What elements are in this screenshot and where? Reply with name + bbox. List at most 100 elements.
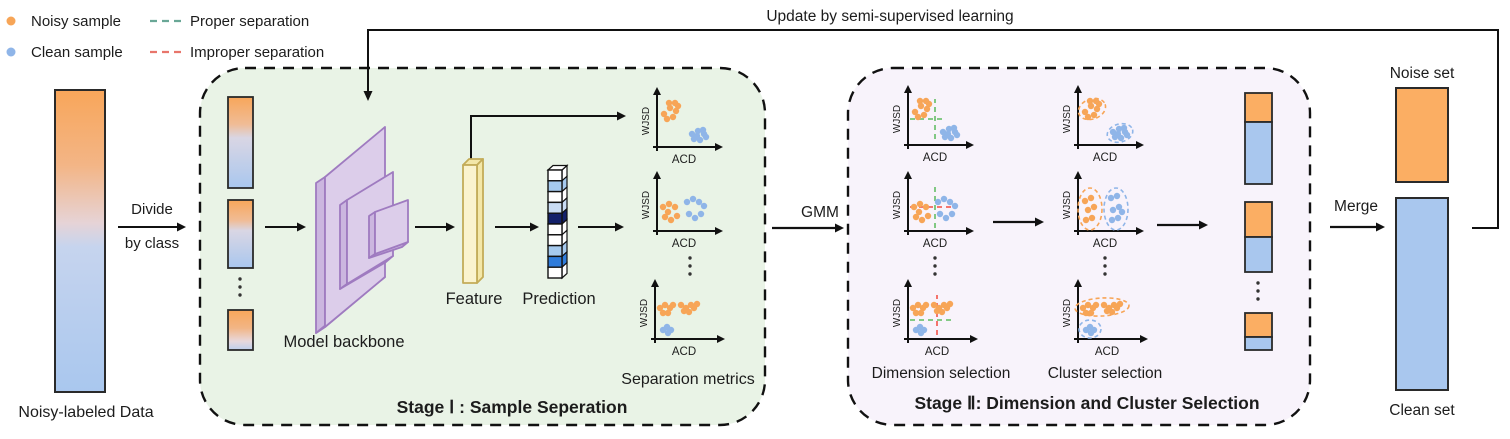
noisy-dot <box>946 300 954 308</box>
noisy-dot <box>669 301 677 309</box>
noisy-dot <box>1079 304 1087 312</box>
y-axis-label: WJSD <box>892 299 903 327</box>
selected-set-bars <box>1244 92 1273 351</box>
noisy-dot <box>1093 105 1101 113</box>
y-axis-label: WJSD <box>892 105 903 133</box>
noisy-dot <box>660 110 668 118</box>
plot-s2-dim-row1: WJSD ACD <box>892 85 974 164</box>
legend-noisy-label: Noisy sample <box>31 13 121 30</box>
x-axis-arrowhead-icon <box>970 335 978 343</box>
x-axis-label: ACD <box>672 346 696 358</box>
divide-label-1: Divide <box>131 201 173 218</box>
x-axis-label: ACD <box>672 238 696 250</box>
noisy-dot <box>1081 197 1089 205</box>
y-axis-label: WJSD <box>641 107 652 135</box>
clean-dot <box>1114 130 1122 138</box>
noisy-dot <box>661 213 669 221</box>
clean-dot <box>689 195 697 203</box>
clean-dot <box>945 125 953 133</box>
arrowhead-icon <box>1199 220 1208 230</box>
clean-dot <box>688 130 696 138</box>
y-axis-label: WJSD <box>1062 105 1073 133</box>
set-bars-ellipsis-icon <box>1256 281 1260 301</box>
legend-improper-label: Improper separation <box>190 44 324 61</box>
noisy-dot <box>665 200 673 208</box>
legend-clean-label: Clean sample <box>31 44 123 61</box>
clean-dot <box>700 202 708 210</box>
clean-dot <box>691 214 699 222</box>
noisy-dot <box>1090 203 1098 211</box>
input-data: Noisy-labeled Data Divide by class <box>18 89 186 421</box>
noisy-dot <box>922 97 930 105</box>
noisy-dot <box>663 115 671 123</box>
clean-dot <box>664 329 672 337</box>
clean-dot <box>1107 194 1115 202</box>
noisy-dot <box>659 309 667 317</box>
noise-set-label: Noise set <box>1390 65 1455 82</box>
noisy-dot <box>1084 301 1092 309</box>
noisy-dot <box>1084 206 1092 214</box>
x-axis-label: ACD <box>925 346 949 358</box>
separation-metrics-label: Separation metrics <box>621 371 754 388</box>
class-bar-3 <box>227 309 254 351</box>
legend: Noisy sample Clean sample Proper separat… <box>6 13 324 61</box>
class-bar-2 <box>227 199 254 269</box>
clean-set-bar <box>1395 197 1449 391</box>
arrowhead-icon <box>1035 217 1044 227</box>
y-axis-arrowhead-icon <box>904 171 912 179</box>
y-axis-arrowhead-icon <box>904 85 912 93</box>
noisy-dot <box>917 102 925 110</box>
noisy-dot <box>1092 97 1100 105</box>
backbone-plate1-side <box>315 176 326 334</box>
merge-transition: Merge <box>1330 198 1385 232</box>
x-axis-arrowhead-icon <box>715 143 723 151</box>
prediction-cell <box>547 266 563 279</box>
noisy-dot <box>933 307 941 315</box>
noisy-dot <box>912 309 920 317</box>
noisy-sample-dot-icon <box>6 16 16 26</box>
noisy-dot <box>930 301 938 309</box>
noisy-dot <box>920 111 928 119</box>
plot-s2-cluster-row3: WJSD ACD <box>1062 279 1148 358</box>
arrowhead-icon <box>446 222 455 232</box>
prediction-cell <box>547 234 563 247</box>
feedback-label: Update by semi-supervised learning <box>766 8 1013 25</box>
output-sets: Noise set Clean set <box>1389 65 1455 419</box>
legend-proper-label: Proper separation <box>190 13 309 30</box>
arrowhead-icon <box>530 222 539 232</box>
set-bar2-noise <box>1244 201 1273 238</box>
clean-dot <box>934 198 942 206</box>
feature-bar <box>462 158 484 284</box>
merge-label: Merge <box>1334 198 1378 215</box>
backbone-plate2-side <box>339 199 348 290</box>
model-backbone <box>315 126 409 334</box>
noisy-dot <box>1087 102 1095 110</box>
plot-s2-cluster-row2: WJSD ACD <box>1062 171 1144 250</box>
plot-s2-cluster-row1: WJSD ACD <box>1062 85 1144 164</box>
stage2-arrows <box>993 217 1208 230</box>
x-axis-label: ACD <box>1093 238 1117 250</box>
noisy-dot <box>922 301 930 309</box>
clean-dot <box>1118 208 1126 216</box>
clean-dot <box>939 128 947 136</box>
clean-dot <box>1123 131 1131 139</box>
clean-dot <box>693 132 701 140</box>
gmm-label: GMM <box>801 204 839 221</box>
clean-dot <box>940 195 948 203</box>
x-axis-label: ACD <box>923 152 947 164</box>
plot-s1-row3-imbalanced: WJSD ACD <box>639 279 725 358</box>
clean-dot <box>936 210 944 218</box>
clean-dot <box>1114 214 1122 222</box>
noisy-dot <box>917 309 925 317</box>
clean-dot <box>1120 124 1128 132</box>
noisy-dot <box>914 113 922 121</box>
noisy-dot <box>916 97 924 105</box>
noise-set-bar <box>1395 87 1449 183</box>
x-axis-arrowhead-icon <box>717 335 725 343</box>
stage2-title: Stage Ⅱ: Dimension and Cluster Selection <box>914 393 1259 413</box>
noisy-dot <box>669 113 677 121</box>
feedback-line <box>367 29 1499 229</box>
clean-dot <box>1108 216 1116 224</box>
dimension-selection-label: Dimension selection <box>872 365 1011 382</box>
